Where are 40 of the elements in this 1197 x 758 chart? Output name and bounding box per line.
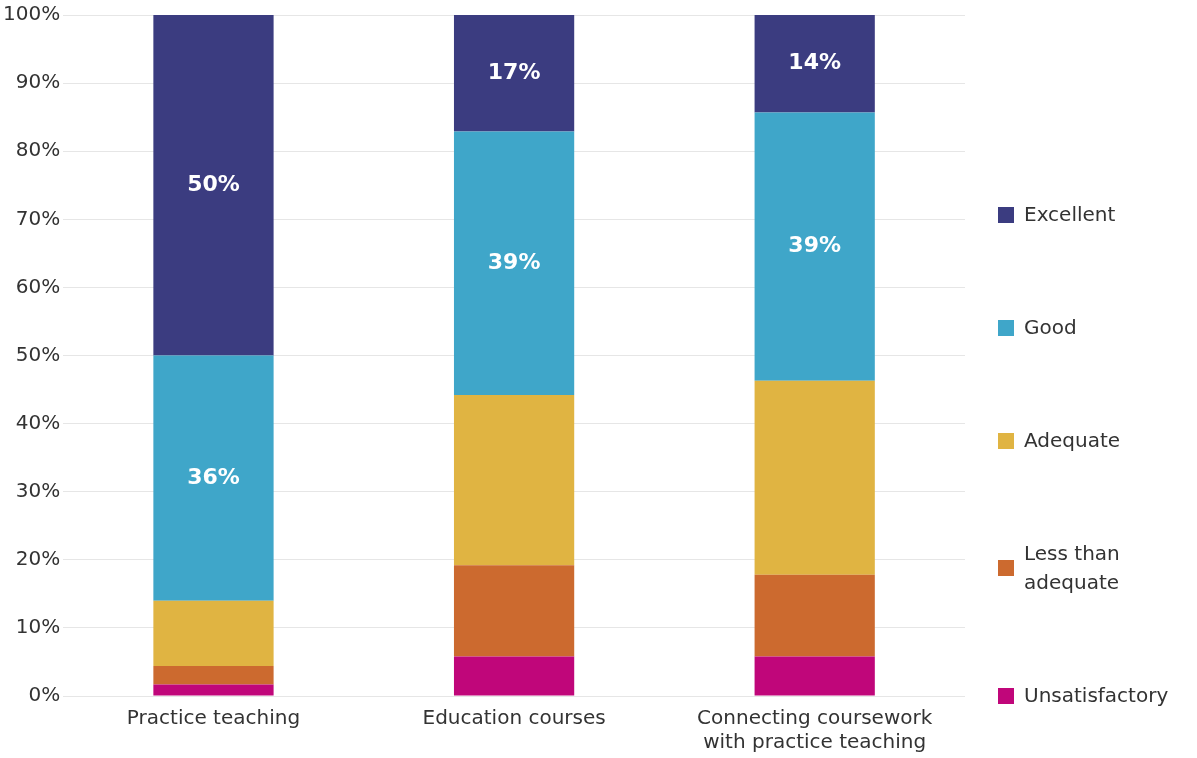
y-tick-label: 50% [15, 341, 61, 366]
y-tick-label: 40% [15, 409, 61, 434]
legend-label: Adequate [1024, 427, 1122, 454]
y-tick-label: 80% [15, 137, 61, 162]
bar [153, 355, 274, 601]
x-tick-label: Education courses [422, 705, 606, 730]
bar [453, 131, 575, 395]
bar [453, 656, 575, 696]
legend-label: Unsatisfactory [1024, 682, 1170, 709]
bar [754, 656, 875, 696]
bar [153, 666, 274, 685]
y-tick-label: 100% [2, 1, 61, 26]
bar [453, 395, 575, 566]
data-label: 36% [187, 463, 240, 489]
y-tick-label: 60% [15, 273, 61, 298]
legend-label: Excellent [1024, 201, 1117, 228]
data-label: 39% [788, 232, 842, 258]
y-tick-label: 10% [15, 614, 61, 639]
bar [453, 565, 575, 657]
data-label: 17% [487, 58, 541, 84]
data-label: 39% [487, 248, 541, 274]
y-tick-label: 20% [15, 546, 61, 570]
bar [754, 15, 875, 113]
legend-label: Good [1024, 314, 1078, 341]
bar [453, 15, 575, 132]
y-tick-label: 30% [15, 477, 61, 502]
data-label: 14% [788, 49, 842, 75]
x-tick-label: Practice teaching [126, 705, 301, 730]
bar [754, 112, 875, 381]
legend-label: Less than adequate [1024, 540, 1121, 596]
bar [754, 574, 875, 657]
data-label: 50% [187, 170, 240, 196]
x-tick-label: Connecting coursework with practice teaching [697, 705, 933, 754]
y-tick-label: 0% [28, 682, 61, 707]
y-tick-label: 70% [15, 205, 61, 230]
bar [153, 15, 274, 356]
y-tick-label: 90% [15, 69, 61, 94]
bar [153, 600, 274, 667]
bar [153, 684, 274, 696]
bar [754, 380, 875, 575]
